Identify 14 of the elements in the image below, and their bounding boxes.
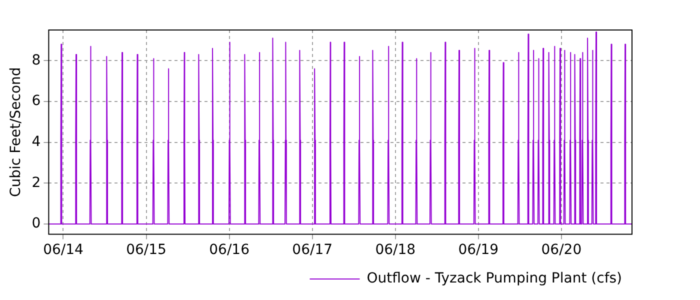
- y-tick-label: 4: [32, 134, 41, 150]
- x-tick-label: 06/17: [292, 242, 333, 258]
- x-tick-label: 06/18: [375, 242, 416, 258]
- legend-label: Outflow - Tyzack Pumping Plant (cfs): [366, 270, 622, 287]
- y-tick-label: 2: [32, 174, 41, 191]
- y-tick-label: 8: [32, 52, 41, 68]
- x-tick-label: 06/20: [541, 242, 582, 258]
- x-tick-label: 06/15: [126, 242, 166, 258]
- x-tick-label: 06/19: [458, 242, 499, 258]
- y-tick-label: 6: [32, 93, 41, 110]
- x-tick-label: 06/16: [209, 242, 250, 258]
- y-axis-title: Cubic Feet/Second: [8, 67, 24, 198]
- y-tick-label: 0: [32, 216, 41, 232]
- x-tick-label: 06/14: [43, 242, 84, 258]
